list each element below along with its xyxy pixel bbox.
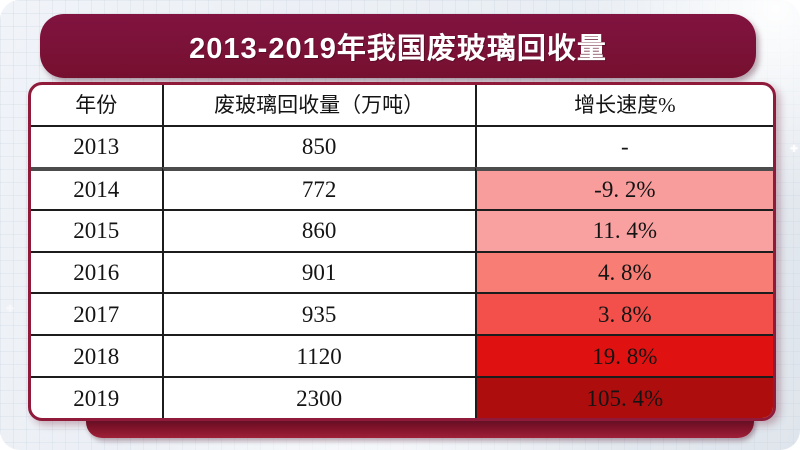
growth-cell: 4. 8%: [474, 250, 773, 293]
table-header-row: 年份 废玻璃回收量（万吨） 增长速度%: [31, 85, 773, 125]
volume-cell: 2300: [161, 376, 475, 418]
data-table: 年份 废玻璃回收量（万吨） 增长速度% 2013 850 - 2014 772 …: [28, 82, 776, 421]
table-row: 2019 2300 105. 4%: [31, 376, 773, 418]
volume-cell: 901: [161, 250, 475, 293]
header-growth: 增长速度%: [474, 85, 773, 125]
table-row: 2016 901 4. 8%: [31, 250, 773, 293]
growth-cell: 105. 4%: [474, 376, 773, 418]
growth-cell: -9. 2%: [474, 166, 773, 209]
growth-cell: 11. 4%: [474, 208, 773, 251]
year-cell: 2016: [31, 250, 162, 293]
growth-cell: 3. 8%: [474, 292, 773, 335]
title-banner: 2013-2019年我国废玻璃回收量: [40, 14, 756, 78]
sparkle-decoration: +: [789, 140, 798, 156]
sparkle-decoration: +: [6, 300, 15, 316]
header-volume: 废玻璃回收量（万吨）: [161, 85, 475, 125]
growth-cell: -: [474, 125, 773, 167]
volume-cell: 1120: [161, 334, 475, 377]
table-row: 2018 1120 19. 8%: [31, 334, 773, 377]
year-cell: 2013: [31, 125, 162, 167]
volume-cell: 860: [161, 208, 475, 251]
year-cell: 2019: [31, 376, 162, 418]
volume-cell: 935: [161, 292, 475, 335]
header-year: 年份: [75, 92, 118, 117]
growth-cell: 19. 8%: [474, 334, 773, 377]
table-row: 2014 772 -9. 2%: [31, 166, 773, 209]
volume-cell: 772: [161, 166, 475, 209]
volume-cell: 850: [161, 125, 475, 167]
table-base-bar: [86, 416, 754, 438]
year-cell: 2017: [31, 292, 162, 334]
year-cell: 2014: [31, 166, 162, 209]
year-cell: 2018: [31, 334, 162, 376]
year-cell: 2015: [31, 208, 162, 251]
table-row: 2013 850 -: [31, 125, 773, 167]
table-row: 2017 935 3. 8%: [31, 292, 773, 335]
table-row: 2015 860 11. 4%: [31, 208, 773, 251]
page-title: 2013-2019年我国废玻璃回收量: [189, 33, 607, 65]
